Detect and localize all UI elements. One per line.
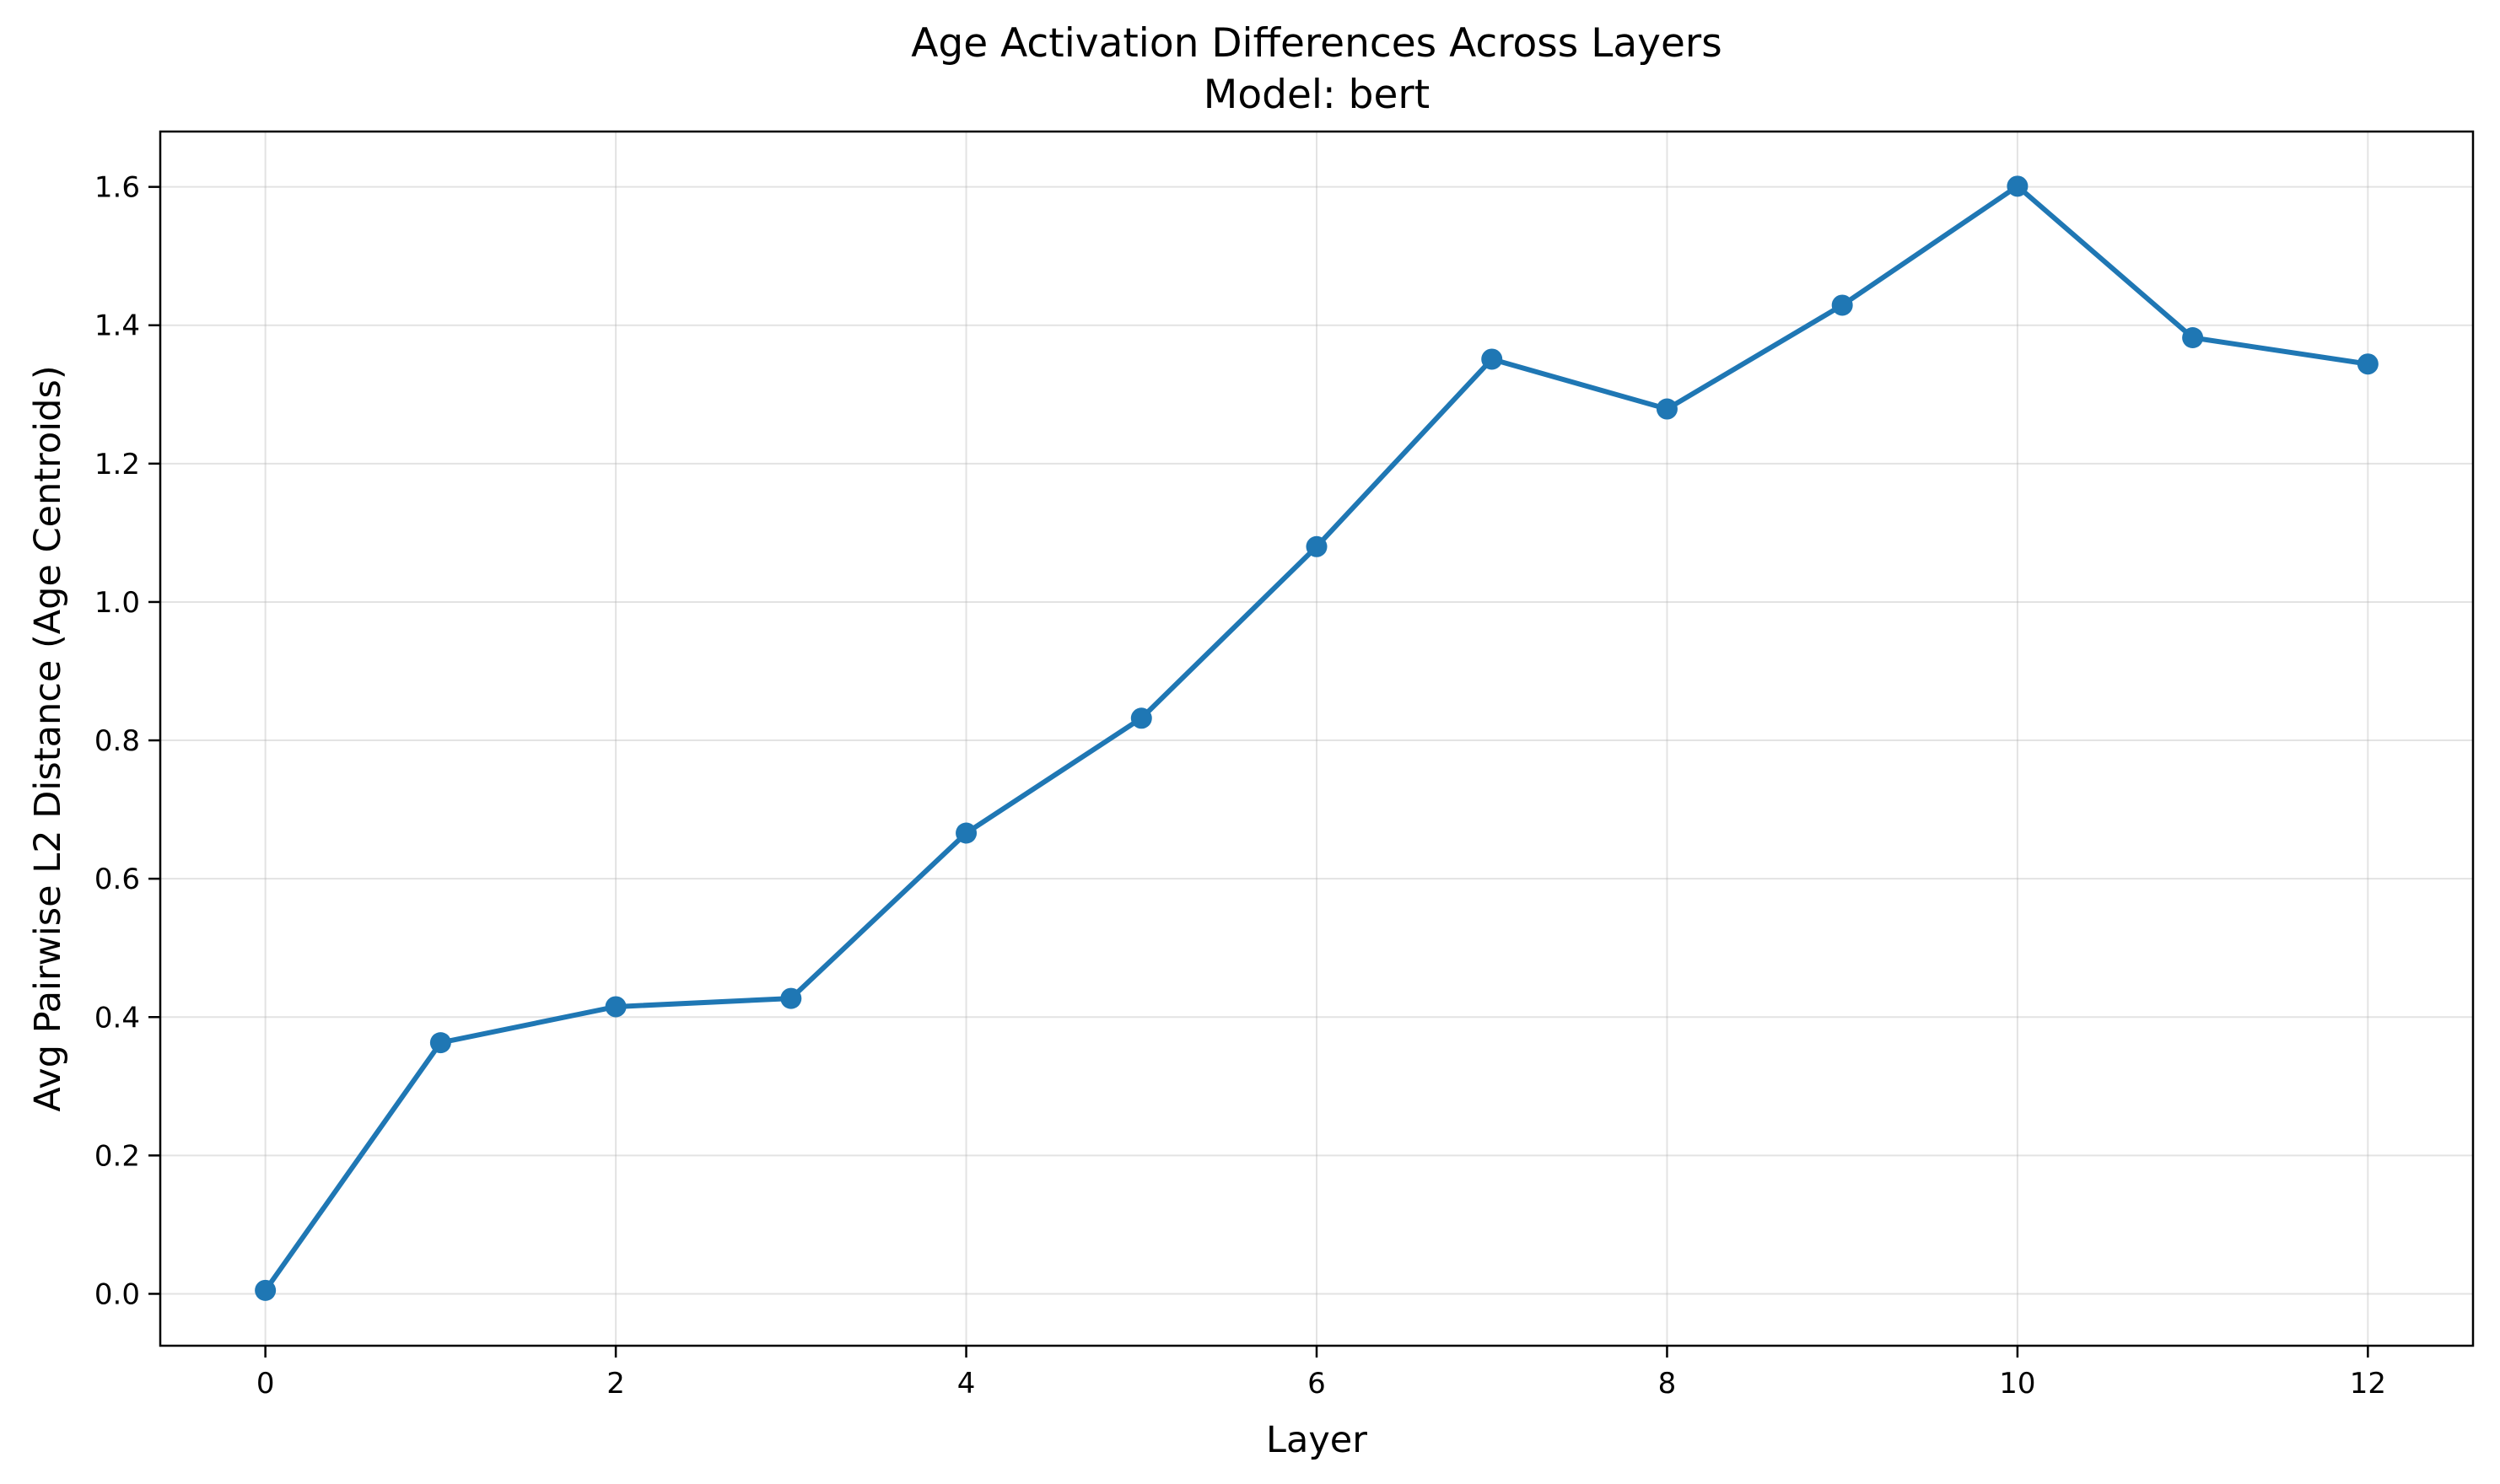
- x-tick-label: 6: [1307, 1367, 1326, 1401]
- chart-subtitle: Model: bert: [1204, 72, 1430, 118]
- y-axis-ticks: 0.0 0.2 0.4 0.6 0.8 1.0 1.2 1.4 1.6: [94, 171, 160, 1311]
- x-axis-ticks: 0 2 4 6 8 10 12: [256, 1346, 2386, 1401]
- data-point: [2007, 175, 2029, 197]
- y-tick-label: 1.0: [94, 586, 140, 620]
- data-point: [1656, 398, 1678, 420]
- y-tick-label: 0.0: [94, 1277, 140, 1311]
- data-point: [2357, 353, 2379, 375]
- plot-background: [160, 132, 2473, 1346]
- data-point: [780, 987, 802, 1009]
- data-point: [605, 996, 627, 1018]
- y-tick-label: 1.6: [94, 171, 140, 205]
- y-tick-label: 1.4: [94, 309, 140, 343]
- data-point: [255, 1279, 277, 1301]
- y-gridlines: [160, 186, 2473, 1295]
- x-gridlines: [264, 132, 2369, 1346]
- y-tick-label: 0.8: [94, 724, 140, 758]
- x-tick-label: 2: [606, 1367, 625, 1401]
- data-point: [1130, 707, 1152, 729]
- data-points: [255, 175, 2379, 1301]
- x-tick-label: 0: [256, 1367, 275, 1401]
- y-tick-label: 1.2: [94, 448, 140, 481]
- data-point: [429, 1032, 451, 1054]
- y-tick-label: 0.2: [94, 1139, 140, 1173]
- x-tick-label: 10: [1999, 1367, 2035, 1401]
- data-point: [1831, 294, 1853, 316]
- y-axis-label: Avg Pairwise L2 Distance (Age Centroids): [27, 365, 69, 1111]
- plot-area: [159, 130, 2475, 1347]
- y-tick-label: 0.6: [94, 863, 140, 896]
- data-point: [2182, 327, 2204, 349]
- x-axis-label: Layer: [1266, 1419, 1367, 1461]
- x-tick-label: 12: [2350, 1367, 2386, 1401]
- y-tick-label: 0.4: [94, 1001, 140, 1035]
- x-tick-label: 4: [957, 1367, 976, 1401]
- data-point: [956, 822, 978, 844]
- x-tick-label: 8: [1658, 1367, 1677, 1401]
- chart-title: Age Activation Differences Across Layers: [911, 20, 1721, 67]
- data-point: [1481, 348, 1503, 370]
- data-point: [1306, 535, 1328, 557]
